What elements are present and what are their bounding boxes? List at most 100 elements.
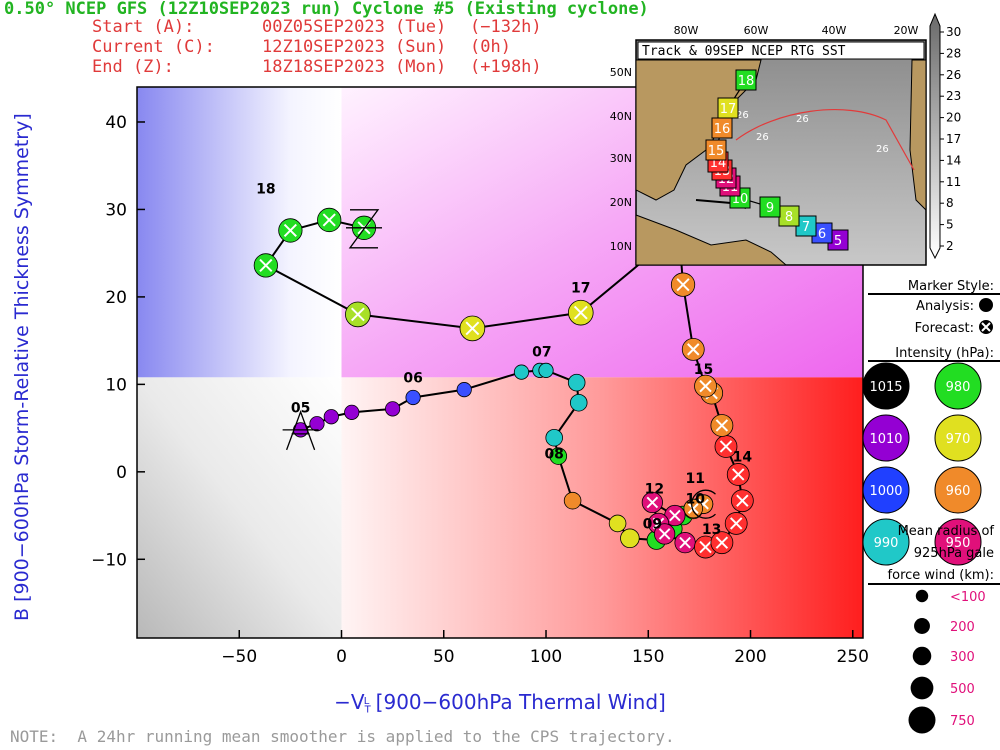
analysis-marker	[323, 409, 339, 425]
sst-label: 26	[756, 132, 769, 143]
analysis-marker	[456, 382, 472, 398]
inset-title: Track & 09SEP NCEP RTG SST	[642, 44, 846, 59]
south-america-land	[635, 214, 788, 266]
analysis-marker	[545, 428, 563, 447]
forecast-marker	[278, 218, 303, 243]
forecast-marker	[710, 531, 734, 555]
sst-label: 26	[796, 114, 809, 125]
radius-label: 300	[950, 650, 975, 665]
current-value: 12Z10SEP2023 (Sun)	[262, 37, 447, 57]
radius-title: force wind (km):	[888, 568, 994, 583]
analysis-marker	[563, 491, 582, 510]
inset-track-map: 26 26 26 26 Track & 09SEP NCEP RTG SST 80W 60W…	[610, 24, 927, 266]
analysis-sample	[979, 298, 993, 312]
x-tick-label: 250	[837, 647, 869, 667]
analysis-marker	[608, 514, 627, 533]
forecast-marker	[694, 374, 717, 398]
forecast-marker	[724, 512, 748, 535]
intensity-swatch	[934, 362, 982, 410]
forecast-marker	[683, 498, 704, 519]
x-tick-label: 150	[632, 647, 664, 667]
header-labels: Start (A): Current (C): End (Z):	[92, 17, 215, 77]
legend: Marker Style: Analysis: Forecast: Intensity…	[862, 279, 1000, 734]
colorbar-tick-label: 14	[946, 153, 961, 167]
inset-track-square: 18	[735, 69, 757, 91]
x-tick-label: 200	[734, 647, 766, 667]
y-tick-label: 10	[105, 375, 127, 395]
start-offset: (−132h)	[470, 17, 542, 37]
marker-style-title: Marker Style:	[908, 279, 994, 294]
sst-26-isotherm	[735, 109, 915, 171]
inset-track-square: 8	[778, 205, 800, 227]
day-label: 12	[645, 482, 664, 498]
plot-frame	[136, 86, 864, 639]
forecast-sample-cross	[981, 322, 991, 332]
forecast-marker	[317, 207, 342, 233]
africa-land	[909, 59, 927, 212]
day-label: 08	[544, 447, 563, 463]
end-value: 18Z18SEP2023 (Mon)	[262, 57, 447, 77]
intensity-value: 960	[946, 484, 971, 499]
radius-label: 200	[950, 620, 975, 635]
radius-sample	[910, 676, 934, 700]
analysis-marker	[405, 389, 421, 406]
colorbar-tick-label: 2	[946, 239, 954, 253]
current-marker: C	[691, 489, 716, 519]
sst-colorbar: 30 28 26 23 20 17 14 11 8 5 2	[929, 12, 961, 260]
lon-tick-label: 60W	[744, 24, 769, 37]
forecast-marker	[345, 301, 371, 328]
radius-sample	[915, 589, 929, 603]
forecast-marker	[641, 491, 663, 514]
day-label: 14	[733, 449, 753, 465]
y-tick-label: 20	[105, 288, 127, 308]
y-tick-label: 30	[105, 200, 127, 220]
header-values: 00Z05SEP2023 (Tue) 12Z10SEP2023 (Sun) 18…	[262, 17, 446, 77]
lon-tick-label: 20W	[894, 24, 919, 37]
analysis-marker	[513, 364, 530, 380]
forecast-marker	[253, 253, 278, 278]
analysis-marker	[569, 393, 588, 412]
forecast-marker	[726, 463, 750, 486]
sst-label: 26	[736, 110, 749, 121]
inset-track-square: 17	[717, 97, 739, 119]
inset-track-square: 9	[759, 196, 781, 218]
radius-title: Mean radius of	[898, 524, 995, 539]
x-tick-label: 100	[530, 647, 562, 667]
colorbar	[929, 12, 941, 260]
y-tick-label: −10	[91, 550, 127, 570]
lat-tick-label: 20N	[610, 196, 632, 209]
radius-label: 750	[950, 714, 975, 729]
radius-sample	[908, 706, 936, 734]
radius-sample	[912, 646, 932, 666]
day-label: 06	[403, 371, 422, 387]
colorbar-tick-label: 5	[946, 218, 954, 232]
forecast-marker	[664, 504, 686, 527]
smoother-note: NOTE: A 24hr running mean smoother is ap…	[10, 727, 675, 746]
header-offsets: (−132h) (0h) (+198h)	[470, 17, 542, 77]
day-label: 18	[256, 182, 275, 198]
analysis-marker	[567, 373, 586, 392]
inset-track-day: 16	[714, 122, 731, 137]
forecast-marker	[654, 523, 676, 545]
forecast-marker	[567, 299, 594, 326]
day-label: 13	[702, 522, 721, 538]
sst-label: 26	[876, 144, 889, 155]
chart-title: 0.50° NCEP GFS (12Z10SEP2023 run) Cyclon…	[4, 0, 649, 19]
colorbar-tick-label: 8	[946, 196, 954, 210]
x-tick-label: −50	[221, 647, 257, 667]
forecast-marker	[681, 337, 705, 361]
colorbar-tick-label: 23	[946, 89, 961, 103]
end-label: End (Z):	[92, 57, 174, 77]
analysis-label: Analysis:	[916, 299, 974, 314]
intensity-value: 990	[874, 536, 899, 551]
quadrant-symmetric-warm	[341, 377, 863, 638]
lat-tick-label: 40N	[610, 110, 632, 123]
y-tick-label: 40	[105, 113, 127, 133]
intensity-value: 950	[946, 536, 971, 551]
lon-tick-label: 80W	[674, 24, 699, 37]
day-label: 15	[694, 362, 713, 378]
forecast-marker	[730, 489, 754, 513]
